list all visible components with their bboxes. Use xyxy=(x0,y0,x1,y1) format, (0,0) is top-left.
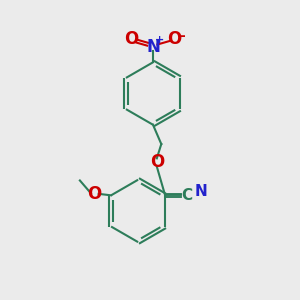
Text: O: O xyxy=(88,185,102,203)
Text: O: O xyxy=(167,29,182,47)
Text: O: O xyxy=(124,29,139,47)
Text: N: N xyxy=(146,38,160,56)
Text: +: + xyxy=(155,35,164,45)
Text: N: N xyxy=(194,184,207,199)
Text: O: O xyxy=(150,154,164,172)
Text: -: - xyxy=(179,28,185,43)
Text: C: C xyxy=(181,188,192,203)
